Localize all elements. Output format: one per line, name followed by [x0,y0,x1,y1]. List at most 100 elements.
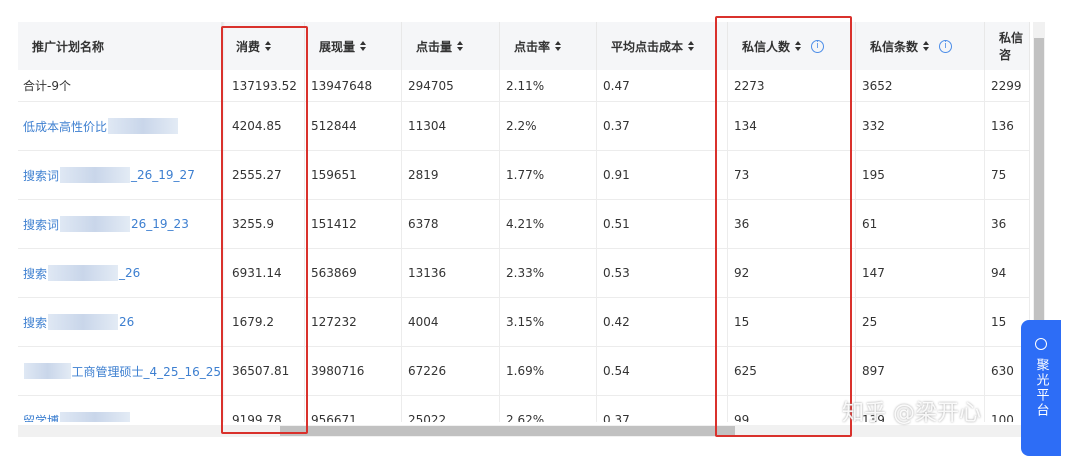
header-label: 私信咨 [999,31,1024,62]
table-cell: 67226 [402,347,500,396]
column-header: 推广计划名称 [18,22,222,70]
name-text: 合计-9个 [23,79,71,93]
info-icon[interactable]: i [939,39,953,53]
sort-icon[interactable] [688,41,695,51]
table-cell: 1679.2 [222,298,305,347]
column-header: 私信咨 [985,22,1030,70]
sort-icon[interactable] [265,41,272,51]
platform-button[interactable]: 聚光平台 [1021,320,1061,456]
campaign-name[interactable]: 搜索 _26 [18,249,222,298]
table-cell: 13136 [402,249,500,298]
table-cell: 0.47 [597,70,728,102]
campaign-name[interactable]: 搜索词 _26_19_27 [18,151,222,200]
table-cell: 159651 [305,151,402,200]
table-cell: 563869 [305,249,402,298]
column-header: 点击率 [500,22,597,70]
highlight-box [715,16,852,437]
campaign-name: 合计-9个 [18,70,222,102]
table-cell: 94 [985,249,1030,298]
table-cell: 4004 [402,298,500,347]
table-cell: 2299 [985,70,1030,102]
table-cell: 99 [728,396,856,422]
name-text: 搜索 [23,315,48,330]
info-icon[interactable]: i [811,39,825,53]
table-cell: 11304 [402,102,500,151]
name-text: 留学博 [23,413,60,423]
table-cell: 2.2% [500,102,597,151]
table-cell: 36 [985,200,1030,249]
table-cell: 195 [856,151,985,200]
header-label: 展现量 [319,39,356,54]
table-cell: 897 [856,347,985,396]
column-header: 消费 [222,22,305,70]
table-cell: 75 [985,151,1030,200]
table-cell: 139 [856,396,985,422]
table-cell: 15 [728,298,856,347]
column-header: 平均点击成本 [597,22,728,70]
table-cell: 2.11% [500,70,597,102]
data-table: 推广计划名称 消费 展现量 点击量 点击率 平均点击成本 私信人数 i 私信条数 i 私信咨合计-9… [18,22,1030,422]
sort-icon[interactable] [457,41,464,51]
campaign-name[interactable]: 低成本高性价比 [18,102,222,151]
table-cell: 61 [856,200,985,249]
watermark: 知乎 @梁开心 [842,401,981,426]
table-cell: 2.33% [500,249,597,298]
table-cell: 137193.52 [222,70,305,102]
vertical-scroll-thumb[interactable] [1034,38,1044,418]
campaign-name[interactable]: 搜索词 26_19_23 [18,200,222,249]
table-cell: 0.53 [597,249,728,298]
table-cell: 36 [728,200,856,249]
name-text: 工商管理硕士_4_25_16_25 [71,364,221,379]
column-header: 私信人数 i [728,22,856,70]
table-cell: 3255.9 [222,200,305,249]
table-cell: 73 [728,151,856,200]
sort-icon[interactable] [923,41,930,51]
redacted [48,314,119,330]
table-cell: 6378 [402,200,500,249]
table-cell: 625 [728,347,856,396]
table-cell: 92 [728,249,856,298]
table-cell: 0.91 [597,151,728,200]
table-cell: 3980716 [305,347,402,396]
header-label: 消费 [236,39,261,54]
table-cell: 512844 [305,102,402,151]
campaign-name[interactable]: 留学博 [18,396,222,422]
header-label: 点击率 [514,39,551,54]
sort-icon[interactable] [795,41,802,51]
campaign-name[interactable]: 工商管理硕士_4_25_16_25 [18,347,222,396]
redacted [24,363,71,379]
sort-icon[interactable] [360,41,367,51]
table-cell: 0.42 [597,298,728,347]
table-cell: 6931.14 [222,249,305,298]
table-cell: 2819 [402,151,500,200]
name-text: 26_19_23 [131,217,189,231]
table-cell: 1.77% [500,151,597,200]
table-cell: 956671 [305,396,402,422]
table-cell: 2273 [728,70,856,102]
table-cell: 3652 [856,70,985,102]
column-header: 展现量 [305,22,402,70]
table-cell: 332 [856,102,985,151]
highlight-box [221,26,308,434]
table-cell: 4.21% [500,200,597,249]
name-text: _26 [119,266,141,280]
sort-icon[interactable] [555,41,562,51]
table-cell: 25022 [402,396,500,422]
redacted [60,216,131,232]
campaign-name[interactable]: 搜索 26 [18,298,222,347]
table-cell: 0.51 [597,200,728,249]
fixed-column-shadow [222,22,225,422]
column-header: 私信条数 i [856,22,985,70]
table-cell: 25 [856,298,985,347]
redacted [108,118,179,134]
table-cell: 2555.27 [222,151,305,200]
table-cell: 1.69% [500,347,597,396]
button-icon [1035,338,1047,350]
redacted [60,167,131,183]
header-label: 私信条数 [870,39,919,54]
column-header: 点击量 [402,22,500,70]
table-cell: 13947648 [305,70,402,102]
horizontal-scroll-thumb[interactable] [280,426,735,436]
header-label: 点击量 [416,39,453,54]
